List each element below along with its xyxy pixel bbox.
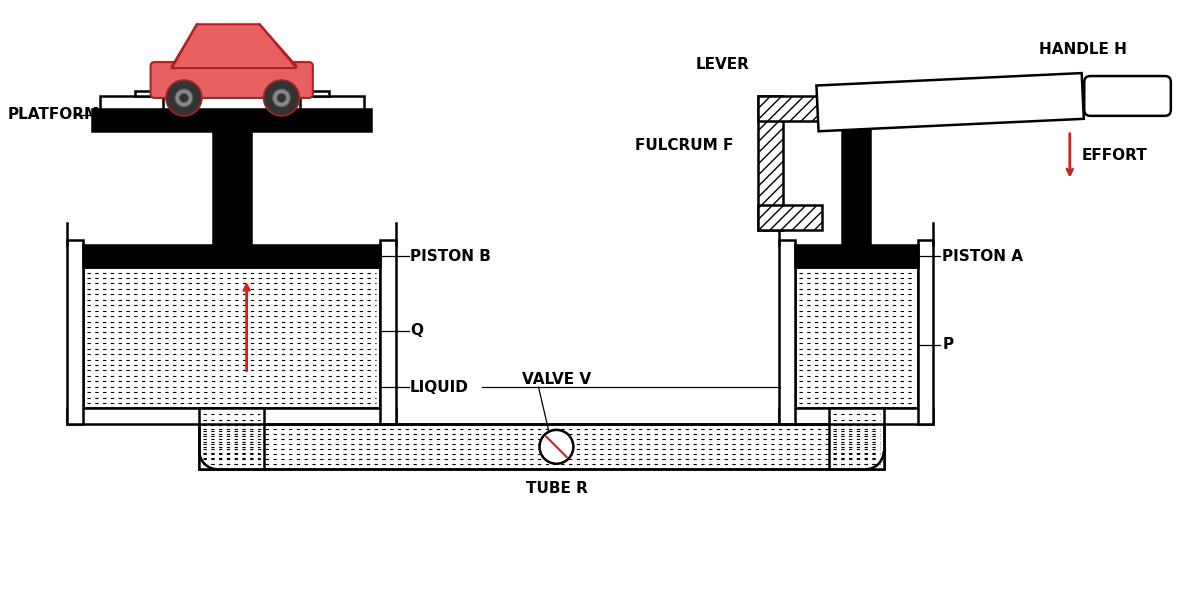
Text: EFFORT: EFFORT xyxy=(1081,148,1147,163)
Bar xyxy=(84,267,380,409)
Bar xyxy=(842,116,870,245)
Bar xyxy=(212,131,251,245)
Text: HANDLE H: HANDLE H xyxy=(1039,41,1127,56)
Circle shape xyxy=(277,94,286,103)
Circle shape xyxy=(166,80,202,116)
FancyBboxPatch shape xyxy=(150,62,313,98)
Text: PLATFORM: PLATFORM xyxy=(7,107,100,122)
Bar xyxy=(84,245,380,267)
Circle shape xyxy=(540,430,574,464)
Text: LEVER: LEVER xyxy=(696,57,750,72)
Text: LIQUID: LIQUID xyxy=(410,380,469,395)
Circle shape xyxy=(264,80,299,116)
Bar xyxy=(757,96,782,230)
FancyBboxPatch shape xyxy=(1085,76,1171,116)
Circle shape xyxy=(175,89,193,107)
Polygon shape xyxy=(816,73,1084,131)
Circle shape xyxy=(272,89,290,107)
Bar xyxy=(829,409,883,469)
Bar xyxy=(199,424,883,469)
Bar xyxy=(918,240,934,424)
Bar xyxy=(380,240,396,424)
Bar xyxy=(779,409,934,424)
Circle shape xyxy=(180,94,188,103)
Polygon shape xyxy=(172,24,296,68)
Text: VALVE V: VALVE V xyxy=(522,372,592,387)
Bar xyxy=(67,240,84,424)
Bar xyxy=(100,96,364,109)
Bar xyxy=(163,96,300,109)
Text: FULCRUM F: FULCRUM F xyxy=(635,138,733,153)
Bar xyxy=(757,205,822,230)
Bar xyxy=(757,96,822,121)
Bar xyxy=(199,409,264,469)
Bar xyxy=(92,109,371,131)
Bar xyxy=(779,240,796,424)
Text: PISTON B: PISTON B xyxy=(410,249,491,264)
Text: P: P xyxy=(942,337,954,352)
Bar xyxy=(796,267,918,409)
Text: PISTON A: PISTON A xyxy=(942,249,1024,264)
Bar xyxy=(134,91,329,96)
Text: TUBE R: TUBE R xyxy=(526,481,587,496)
Text: Q: Q xyxy=(410,323,422,338)
Bar xyxy=(796,245,918,267)
Bar xyxy=(67,409,396,424)
